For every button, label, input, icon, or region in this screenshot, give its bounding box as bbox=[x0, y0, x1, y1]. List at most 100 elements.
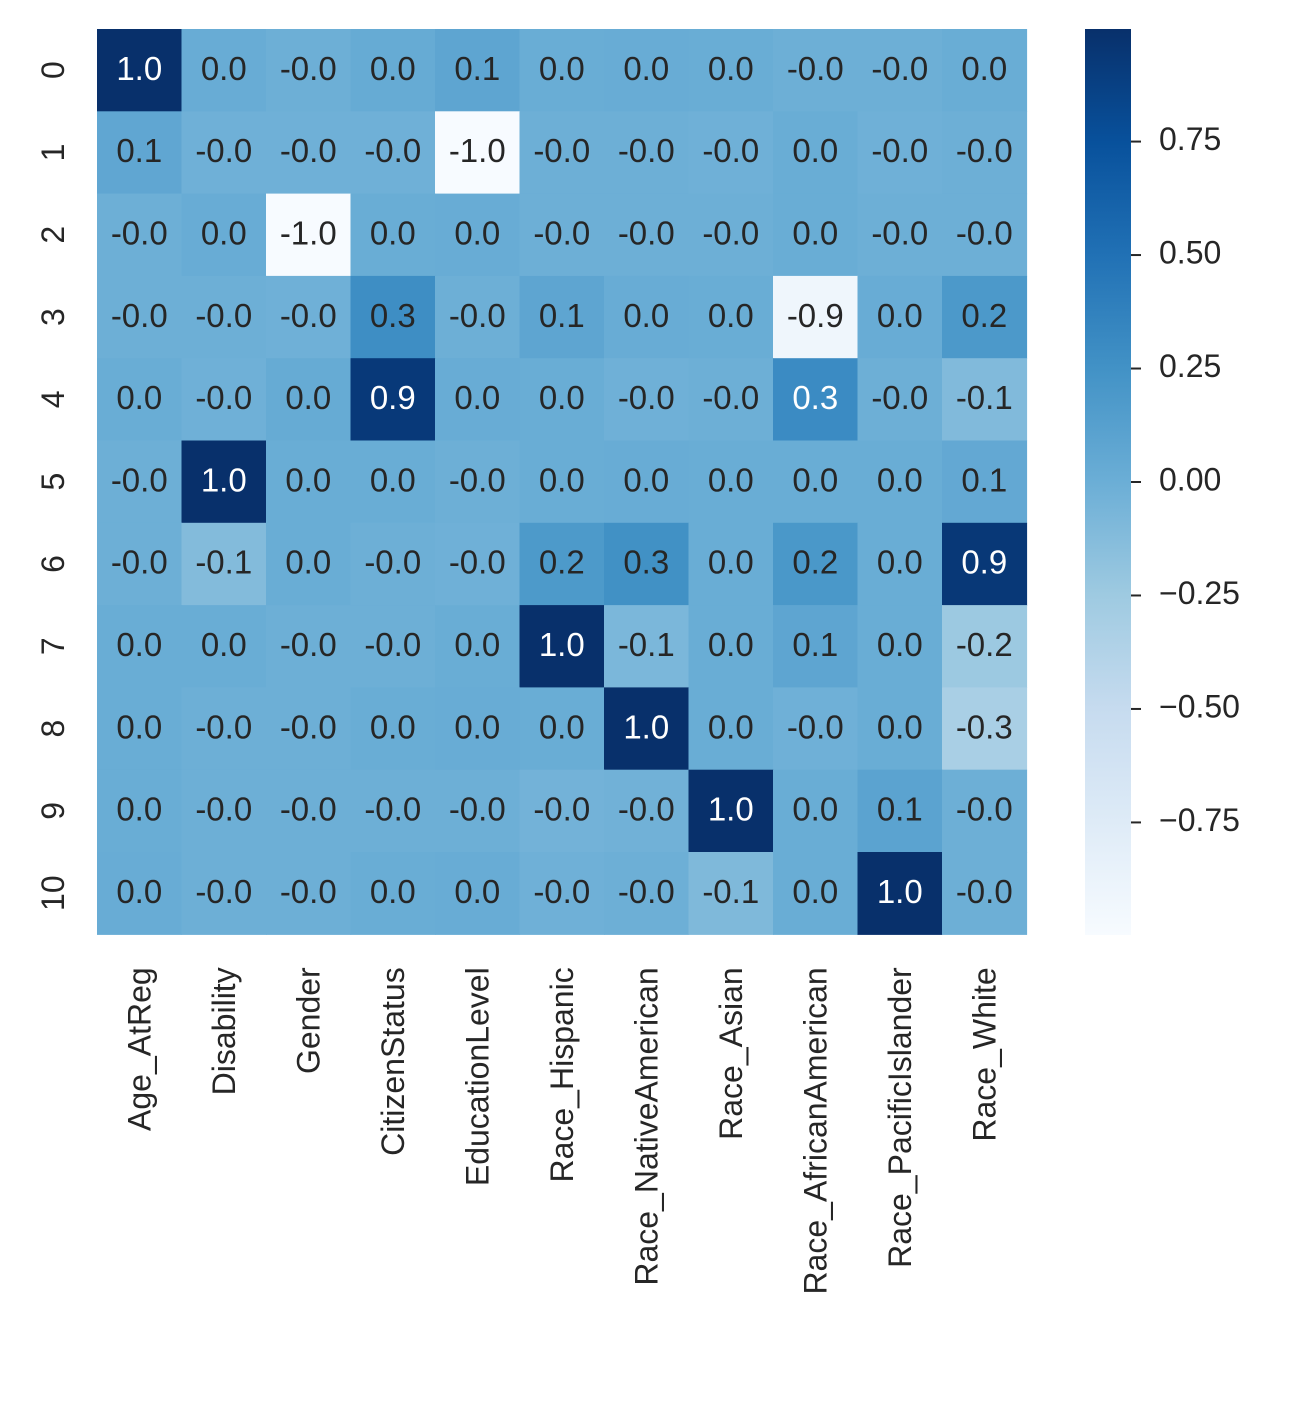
heatmap-cell bbox=[773, 605, 859, 688]
cell-value-label: 0.0 bbox=[370, 873, 416, 910]
cell-value-label: 0.3 bbox=[792, 379, 838, 416]
x-tick-label: Race_Asian bbox=[713, 967, 749, 1140]
heatmap-cell bbox=[773, 522, 859, 606]
heatmap-cell bbox=[97, 852, 183, 935]
heatmap-cell bbox=[857, 605, 943, 688]
y-tick-label: 1 bbox=[35, 144, 71, 162]
cell-value-label: 0.0 bbox=[370, 461, 416, 498]
heatmap-cell bbox=[97, 29, 183, 112]
cell-value-label: -0.0 bbox=[533, 873, 590, 910]
heatmap-cell bbox=[688, 440, 774, 524]
heatmap-cell bbox=[435, 687, 521, 771]
cell-value-label: 0.0 bbox=[877, 708, 923, 745]
heatmap-cell bbox=[942, 605, 1028, 688]
cell-value-label: 0.0 bbox=[454, 626, 500, 663]
heatmap-cell bbox=[266, 358, 352, 442]
heatmap-cell bbox=[350, 852, 436, 935]
heatmap-cell bbox=[519, 275, 605, 359]
heatmap-cell bbox=[942, 29, 1028, 112]
heatmap-cell bbox=[857, 275, 943, 359]
heatmap-cell bbox=[773, 111, 859, 195]
cell-value-label: 0.0 bbox=[792, 132, 838, 169]
heatmap-cell bbox=[604, 275, 690, 359]
heatmap-cell bbox=[604, 193, 690, 277]
heatmap-cell bbox=[519, 29, 605, 112]
cell-value-label: -0.0 bbox=[195, 873, 252, 910]
heatmap-cell bbox=[688, 605, 774, 688]
heatmap-cell bbox=[181, 440, 267, 524]
cell-value-label: 0.1 bbox=[454, 50, 500, 87]
heatmap-cell bbox=[688, 358, 774, 442]
heatmap-cell bbox=[604, 605, 690, 688]
cell-value-label: -0.0 bbox=[449, 461, 506, 498]
heatmap-cell bbox=[604, 358, 690, 442]
colorbar-tick-label: 0.75 bbox=[1159, 121, 1221, 157]
cell-value-label: 0.0 bbox=[708, 708, 754, 745]
cell-value-label: 0.1 bbox=[116, 132, 162, 169]
x-axis-ticks: Age_AtReg Disability Gender CitizenStatus Ed… bbox=[121, 967, 1002, 1295]
cell-value-label: -0.0 bbox=[280, 708, 337, 745]
cell-value-label: 0.0 bbox=[623, 50, 669, 87]
heatmap-cell bbox=[181, 29, 267, 112]
cell-value-label: 1.0 bbox=[708, 791, 754, 828]
x-tick-label: Age_AtReg bbox=[121, 967, 157, 1131]
cell-value-label: -0.0 bbox=[533, 214, 590, 251]
y-tick-label: 2 bbox=[35, 226, 71, 244]
cell-value-label: 0.0 bbox=[454, 873, 500, 910]
heatmap-cell bbox=[350, 440, 436, 524]
heatmap-cell bbox=[519, 522, 605, 606]
cell-value-label: 0.1 bbox=[961, 461, 1007, 498]
heatmap-cell bbox=[519, 769, 605, 853]
heatmap-cell bbox=[266, 193, 352, 277]
heatmap-cell bbox=[181, 193, 267, 277]
y-tick-label: 4 bbox=[35, 390, 71, 408]
heatmap-cell bbox=[688, 275, 774, 359]
heatmap-cell bbox=[519, 358, 605, 442]
x-tick-label: Race_PacificIslander bbox=[882, 967, 918, 1268]
heatmap-cell bbox=[181, 605, 267, 688]
cell-value-label: 0.0 bbox=[454, 214, 500, 251]
cell-value-label: -0.9 bbox=[787, 297, 844, 334]
cell-value-label: -0.0 bbox=[364, 626, 421, 663]
heatmap-cell bbox=[435, 29, 521, 112]
x-tick-label: Race_Hispanic bbox=[544, 967, 580, 1182]
heatmap-cell bbox=[688, 852, 774, 935]
cell-value-label: 0.0 bbox=[877, 297, 923, 334]
cell-value-label: -0.0 bbox=[195, 791, 252, 828]
cell-value-label: 0.0 bbox=[708, 50, 754, 87]
cell-value-label: -0.0 bbox=[702, 379, 759, 416]
heatmap-cell bbox=[350, 275, 436, 359]
cell-value-label: 0.0 bbox=[708, 544, 754, 581]
heatmap-cell bbox=[773, 193, 859, 277]
y-tick-label: 8 bbox=[35, 720, 71, 738]
heatmap-cell bbox=[857, 29, 943, 112]
cell-value-label: -0.0 bbox=[195, 708, 252, 745]
heatmap-cell bbox=[97, 440, 183, 524]
heatmap-cell bbox=[604, 522, 690, 606]
cell-value-label: 0.0 bbox=[539, 379, 585, 416]
colorbar-tick-label: 0.50 bbox=[1159, 234, 1221, 270]
cell-value-label: -0.0 bbox=[111, 461, 168, 498]
cell-value-label: -0.0 bbox=[280, 132, 337, 169]
cell-value-label: -0.0 bbox=[618, 791, 675, 828]
cell-value-label: -0.0 bbox=[871, 379, 928, 416]
y-tick-label: 0 bbox=[35, 61, 71, 79]
heatmap-cell bbox=[688, 193, 774, 277]
cell-value-label: -0.0 bbox=[533, 791, 590, 828]
heatmap-cell bbox=[97, 687, 183, 771]
cell-value-label: 0.0 bbox=[539, 708, 585, 745]
cell-value-label: -0.0 bbox=[533, 132, 590, 169]
heatmap-cell bbox=[181, 358, 267, 442]
cell-value-label: 0.3 bbox=[370, 297, 416, 334]
heatmap-cell bbox=[350, 358, 436, 442]
cell-value-label: 0.0 bbox=[116, 379, 162, 416]
cell-value-label: -0.0 bbox=[956, 873, 1013, 910]
heatmap-cell bbox=[519, 193, 605, 277]
cell-value-label: 0.0 bbox=[370, 708, 416, 745]
cell-value-label: 0.0 bbox=[792, 461, 838, 498]
cell-value-label: -0.0 bbox=[280, 50, 337, 87]
heatmap-cell bbox=[857, 769, 943, 853]
cell-value-label: -0.1 bbox=[195, 544, 252, 581]
heatmap-cell bbox=[181, 852, 267, 935]
x-tick-label: Disability bbox=[206, 967, 242, 1095]
